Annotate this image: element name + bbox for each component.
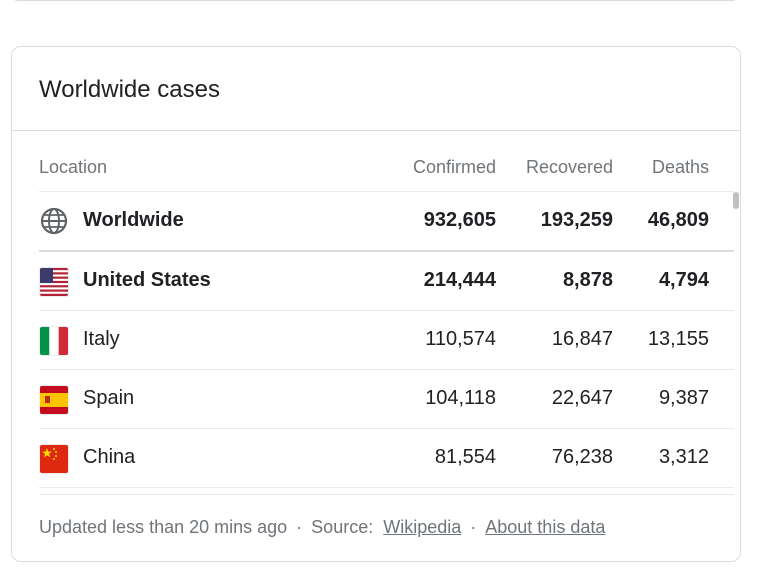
row-recovered: 8,878 [562,269,613,291]
card-footer: Updated less than 20 mins ago · Source: Wi… [39,517,605,538]
row-recovered: 193,259 [540,209,613,231]
table-row-china[interactable]: China 81,554 76,238 3,312 [39,429,734,488]
updated-text: Updated less than 20 mins ago [39,517,288,537]
row-location: Worldwide [83,209,184,231]
row-confirmed: 214,444 [423,269,496,291]
table-scrollbar-thumb[interactable] [733,192,739,209]
about-this-data-link[interactable]: About this data [485,517,606,537]
table-row-worldwide[interactable]: Worldwide 932,605 193,259 46,809 [39,192,734,252]
card-title: Worldwide cases [39,76,220,103]
table-row-italy[interactable]: Italy 110,574 16,847 13,155 [39,311,734,370]
header-deaths: Deaths [651,157,709,177]
footer-separator: · [470,517,477,537]
row-location: United States [83,269,211,291]
row-confirmed: 932,605 [423,209,496,231]
worldwide-cases-card: Worldwide cases Location Confirmed Recov… [11,46,741,562]
previous-card-edge [11,0,739,1]
row-deaths: 9,387 [658,387,709,409]
row-confirmed: 110,574 [425,328,496,350]
row-deaths: 13,155 [647,328,709,350]
italy-flag-icon [40,327,68,355]
spain-flag-icon [40,386,68,414]
table-row-spain[interactable]: Spain 104,118 22,647 9,387 [39,370,734,429]
row-location: Italy [83,328,120,350]
table-row-united-states[interactable]: United States 214,444 8,878 4,794 [39,252,734,311]
title-divider [12,130,740,131]
footer-divider [39,494,734,495]
row-deaths: 46,809 [647,209,709,231]
row-recovered: 16,847 [551,328,613,350]
row-recovered: 22,647 [551,387,613,409]
table-header-row: Location Confirmed Recovered Deaths [39,131,734,192]
row-confirmed: 104,118 [425,387,496,409]
china-flag-icon [40,445,68,473]
footer-separator: · [296,517,303,537]
row-confirmed: 81,554 [434,446,496,468]
wikipedia-link[interactable]: Wikipedia [383,517,462,537]
header-confirmed: Confirmed [412,157,496,177]
row-deaths: 4,794 [658,269,709,291]
us-flag-icon [40,268,68,296]
row-recovered: 76,238 [551,446,613,468]
row-location: China [83,446,136,468]
row-deaths: 3,312 [658,446,709,468]
header-location: Location [39,157,108,177]
globe-icon [40,207,68,235]
header-recovered: Recovered [525,157,613,177]
cases-table[interactable]: Location Confirmed Recovered Deaths Worl… [39,131,734,489]
source-label: Source: [311,517,374,537]
row-location: Spain [83,387,135,409]
